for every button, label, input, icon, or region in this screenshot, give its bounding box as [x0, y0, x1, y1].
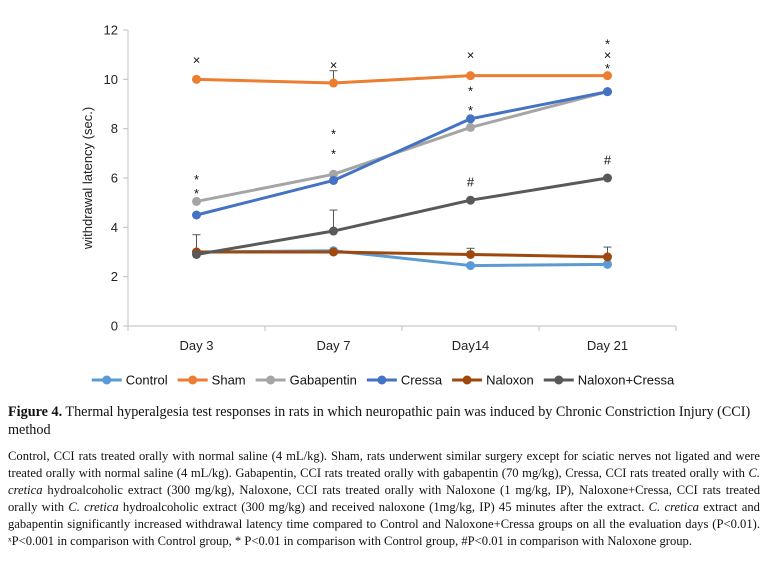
data-point — [466, 195, 475, 205]
legend-swatch-marker — [102, 375, 112, 385]
significance-mark: # — [467, 175, 475, 190]
x-axis-ticks: Day 3 Day 7 Day14 Day 21 — [127, 326, 677, 353]
x-tick-label: Day14 — [452, 338, 490, 353]
significance-mark: × — [604, 48, 612, 63]
figure-title-text: Thermal hyperalgesia test responses in r… — [8, 404, 751, 438]
description-part: hydroalcoholic extract (300 mg/kg), Nalo… — [8, 483, 760, 515]
x-tick-label: Day 3 — [180, 338, 214, 353]
legend-swatch-marker — [377, 375, 387, 385]
error-bars — [192, 70, 612, 257]
significance-mark: * — [194, 172, 199, 187]
legend: Control Sham Gabapentin Cressa Naloxon Naloxo… — [91, 373, 675, 388]
description-part: extract and gabapentin significantly inc… — [8, 500, 760, 549]
data-point — [466, 249, 475, 259]
data-point — [603, 252, 612, 262]
data-point — [466, 122, 475, 132]
y-axis-label: withdrawal latency (sec.) — [80, 107, 95, 250]
series-line — [196, 90, 608, 203]
legend-label: Naloxon — [486, 373, 534, 388]
legend-label: Sham — [212, 373, 246, 388]
y-tick-label: 10 — [104, 72, 118, 87]
species-name: C. cretica — [648, 500, 699, 515]
y-tick-label: 2 — [111, 269, 118, 284]
series-lines — [192, 71, 612, 271]
series-line — [196, 176, 608, 256]
series-line — [196, 250, 608, 259]
series-line — [196, 74, 608, 85]
legend-swatch-marker — [554, 375, 564, 385]
significance-mark: * — [331, 127, 336, 142]
data-point — [603, 71, 612, 81]
significance-mark: × — [330, 58, 338, 73]
legend-label: Cressa — [401, 373, 443, 388]
data-point — [192, 74, 201, 84]
y-tick-label: 0 — [111, 319, 118, 334]
data-point — [466, 114, 475, 124]
data-point — [603, 87, 612, 97]
significance-mark: × — [467, 48, 475, 63]
y-axis-ticks: 0 2 4 6 8 10 12 — [104, 23, 128, 334]
significance-mark: * — [605, 37, 610, 52]
data-point — [329, 78, 338, 88]
figure-title: Figure 4. Thermal hyperalgesia test resp… — [8, 403, 760, 439]
data-point — [329, 247, 338, 257]
data-point — [466, 261, 475, 271]
data-point — [603, 259, 612, 269]
data-point — [329, 169, 338, 179]
legend-label: Gabapentin — [290, 373, 357, 388]
legend-swatch-marker — [188, 375, 198, 385]
data-point — [466, 71, 475, 81]
legend-swatch-marker — [266, 375, 276, 385]
significance-annotations: ×**×**×**#*×*# — [193, 37, 612, 201]
significance-mark: × — [193, 53, 201, 68]
legend-swatch-marker — [462, 375, 472, 385]
line-chart: 0 2 4 6 8 10 12 Day 3 Day 7 Day14 Day 21 withdraw… — [80, 23, 677, 388]
y-tick-label: 12 — [104, 23, 118, 38]
figure-description: Control, CCI rats treated orally with no… — [8, 448, 760, 551]
description-part: Control, CCI rats treated orally with no… — [8, 449, 760, 481]
significance-mark: * — [605, 61, 610, 76]
data-point — [329, 226, 338, 236]
y-tick-label: 8 — [111, 121, 118, 136]
y-tick-label: 6 — [111, 171, 118, 186]
description-part: hydroalcoholic extract (300 mg/kg) and r… — [118, 500, 649, 515]
significance-mark: * — [468, 83, 473, 98]
y-tick-label: 4 — [111, 220, 118, 235]
legend-label: Naloxon+Cressa — [578, 373, 675, 388]
figure-number: Figure 4. — [8, 404, 63, 420]
significance-mark: * — [194, 186, 199, 201]
significance-mark: # — [604, 153, 612, 168]
x-tick-label: Day 7 — [317, 338, 351, 353]
data-point — [329, 175, 338, 185]
species-name: C. cretica — [68, 500, 119, 515]
data-point — [192, 249, 201, 259]
significance-mark: * — [331, 146, 336, 161]
series-line — [196, 90, 608, 217]
legend-label: Control — [126, 373, 168, 388]
species-name: C. cretica — [8, 466, 760, 498]
data-point — [603, 173, 612, 183]
data-point — [192, 210, 201, 220]
x-tick-label: Day 21 — [587, 338, 628, 353]
data-point — [192, 196, 201, 206]
figure-caption: Figure 4. Thermal hyperalgesia test resp… — [8, 403, 760, 551]
significance-mark: * — [468, 103, 473, 118]
